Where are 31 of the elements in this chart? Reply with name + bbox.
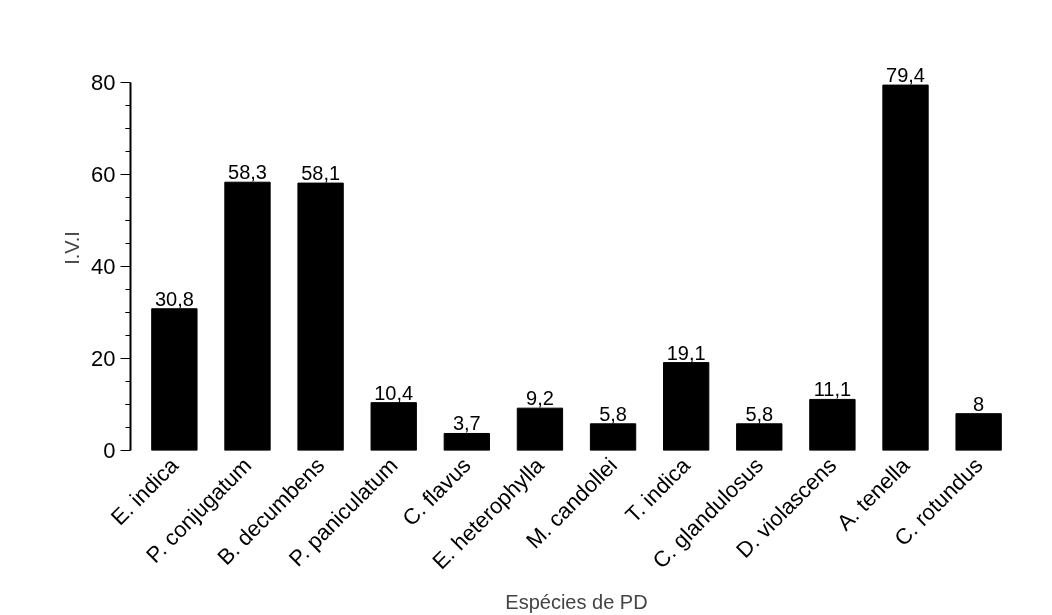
data-label: 3,7 <box>452 412 481 435</box>
data-label: 58,3 <box>228 161 267 184</box>
y-tick-label: 80 <box>91 69 116 95</box>
bar <box>589 423 637 451</box>
y-tick-label: 20 <box>91 345 116 371</box>
bar <box>370 402 417 451</box>
bar <box>736 423 783 451</box>
data-label: 10,4 <box>374 381 414 404</box>
bar <box>955 413 1002 451</box>
y-tick-label: 60 <box>91 161 116 187</box>
bar <box>443 432 490 451</box>
data-label: 30,8 <box>154 287 194 310</box>
data-label: 19,1 <box>666 341 706 364</box>
data-label: 5,8 <box>599 402 627 425</box>
bar <box>224 181 271 451</box>
x-axis-title: Espécies de PD <box>505 590 648 613</box>
bar <box>151 308 198 451</box>
bar <box>297 182 344 451</box>
bar <box>882 84 929 451</box>
bar <box>516 407 564 451</box>
y-tick-label: 40 <box>91 253 116 279</box>
data-label: 11,1 <box>813 378 852 401</box>
data-label: 9,2 <box>526 387 554 410</box>
data-label: 5,8 <box>745 402 774 425</box>
data-label: 58,1 <box>301 162 341 185</box>
y-axis-title: I.V.I <box>61 231 84 265</box>
bar <box>663 362 710 451</box>
bar <box>809 398 856 451</box>
y-tick-label: 0 <box>103 438 116 463</box>
data-label: 79,4 <box>886 64 925 87</box>
data-label: 8 <box>973 392 985 415</box>
